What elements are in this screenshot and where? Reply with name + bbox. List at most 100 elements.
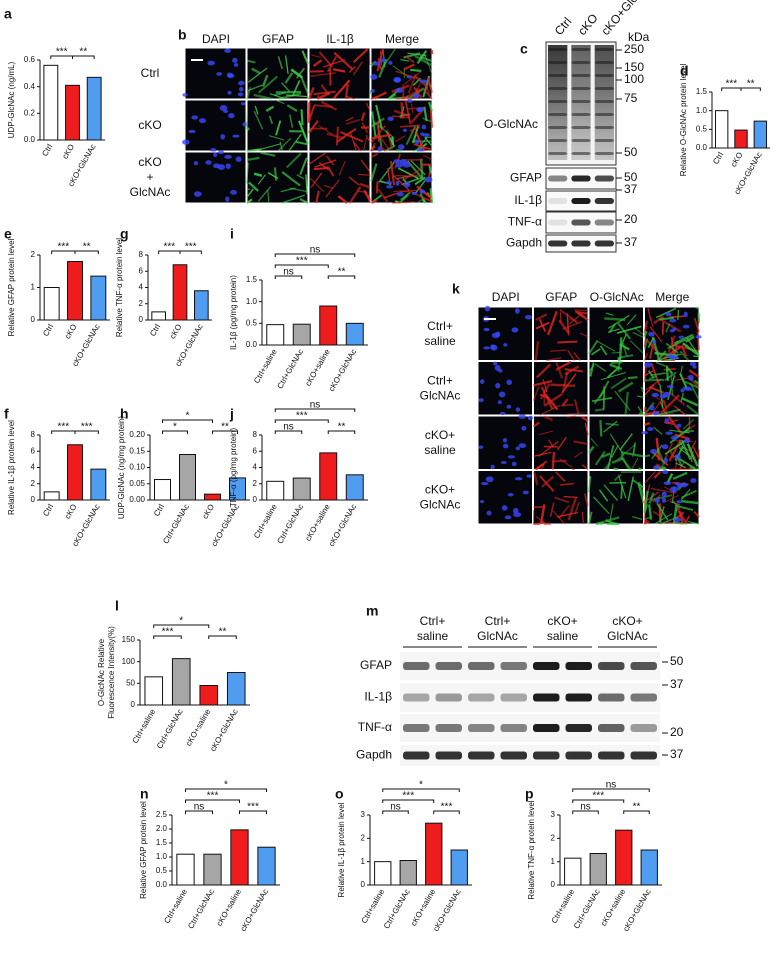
x-tick-label: cKO+saline: [215, 887, 244, 928]
fiber: [648, 504, 653, 520]
fiber: [312, 59, 323, 67]
micrograph-bg: [308, 99, 371, 152]
fiber: [290, 68, 304, 79]
bar: [229, 477, 246, 501]
nucleus: [507, 492, 514, 497]
fiber: [586, 434, 589, 437]
y-tick-label: 1.5: [246, 275, 258, 284]
fiber: [682, 418, 695, 430]
blot-band: [435, 693, 462, 702]
fiber: [643, 320, 649, 334]
nucleus: [663, 457, 668, 464]
nucleus: [239, 86, 244, 92]
nucleus: [661, 497, 667, 504]
nucleus: [663, 481, 672, 486]
y-tick-label: 0.10: [129, 463, 145, 472]
fiber: [643, 401, 655, 415]
fiber: [685, 335, 695, 343]
fiber: [422, 154, 433, 161]
bar: [450, 849, 468, 886]
bar: [176, 853, 195, 886]
blot-band: [500, 751, 527, 760]
bar: [230, 829, 249, 886]
significance-bracket: [433, 810, 460, 814]
nucleus: [193, 161, 199, 166]
row-label: GlcNAc: [420, 497, 461, 511]
micrograph-bg: [308, 151, 371, 204]
row-label: saline: [424, 443, 456, 457]
fiber: [554, 496, 570, 504]
fiber: [280, 82, 291, 93]
micrograph: [477, 414, 534, 470]
fiber: [546, 310, 558, 336]
significance-bracket: [185, 810, 213, 814]
nucleus: [403, 181, 411, 188]
blot-band: [548, 113, 568, 116]
blot-band: [571, 175, 591, 182]
fiber: [607, 328, 620, 333]
fiber: [643, 504, 648, 514]
fiber: [358, 173, 371, 176]
fiber: [308, 120, 319, 134]
nucleus: [402, 161, 411, 168]
x-tick-label: cKO: [200, 503, 216, 521]
fiber: [555, 471, 566, 482]
blot-band: [533, 662, 560, 670]
blot-band: [548, 48, 568, 51]
bar: [615, 829, 633, 886]
nucleus: [397, 144, 405, 150]
blot-band: [435, 724, 462, 732]
nucleus: [238, 80, 245, 86]
group-label: GlcNAc: [607, 629, 648, 643]
blot-row-label: GFAP: [510, 171, 542, 185]
fiber: [247, 59, 256, 64]
fiber: [275, 120, 282, 136]
nucleus: [680, 388, 685, 393]
fiber: [688, 520, 700, 525]
bar: [266, 480, 285, 501]
nucleus: [512, 507, 519, 514]
blot-band: [571, 87, 591, 90]
bar: [179, 454, 196, 501]
fiber: [588, 340, 599, 355]
nucleus: [224, 154, 232, 159]
blot-band: [594, 61, 614, 64]
fiber: [370, 92, 387, 100]
y-axis-title: UDP-GlcNAc (ng/mg protein): [117, 416, 126, 519]
fiber: [353, 141, 362, 152]
fiber: [574, 501, 580, 515]
fiber: [637, 405, 645, 416]
blot-band: [630, 751, 657, 760]
micrograph: [643, 361, 700, 417]
significance-bracket: [382, 810, 409, 814]
nucleus: [380, 58, 386, 63]
fiber: [286, 104, 298, 112]
fiber: [608, 314, 630, 329]
nucleus: [514, 308, 520, 314]
nucleus: [480, 482, 489, 486]
nucleus: [377, 146, 382, 152]
row-label: cKO+: [425, 428, 455, 442]
fiber: [663, 345, 682, 360]
fiber: [370, 153, 379, 159]
fiber: [686, 404, 700, 416]
bar: [90, 275, 107, 321]
blot-band: [403, 662, 430, 670]
nucleus: [653, 465, 660, 470]
significance-label: ***: [296, 256, 308, 267]
nucleus: [396, 191, 404, 197]
bar: [292, 323, 311, 346]
significance-bracket: [740, 87, 761, 91]
fiber: [609, 363, 623, 370]
y-tick-label: 3: [361, 810, 366, 819]
blot-band: [571, 74, 591, 77]
micrograph-bg: [477, 361, 533, 416]
fiber: [567, 415, 576, 418]
nucleus: [372, 61, 380, 66]
fiber: [603, 420, 618, 433]
fiber: [395, 149, 402, 153]
marker-label: 20: [624, 212, 638, 226]
blot-band: [468, 751, 495, 760]
marker-label: 37: [624, 235, 638, 249]
